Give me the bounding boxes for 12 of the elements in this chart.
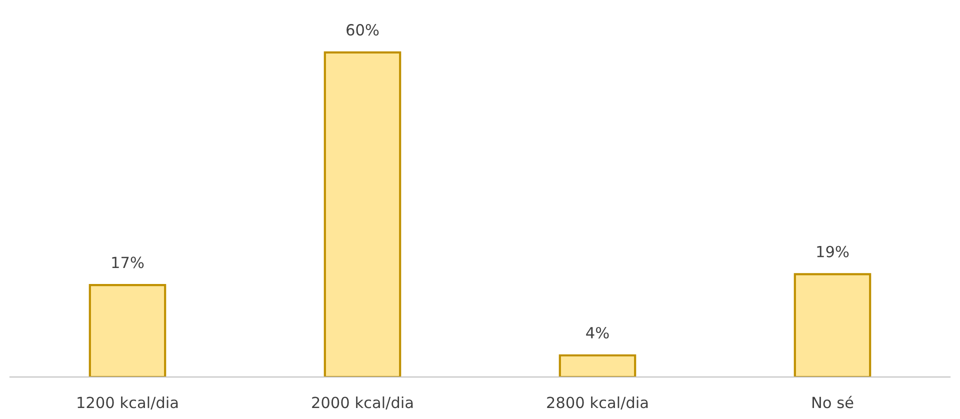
x-tick-label: 1200 kcal/dia xyxy=(78,396,178,410)
bar xyxy=(558,354,636,377)
x-tick-label: 2000 kcal/dia xyxy=(312,396,413,410)
x-tick-label: 2800 kcal/dia xyxy=(547,396,648,410)
x-tick-label: No sé xyxy=(812,396,854,408)
bar xyxy=(324,51,402,377)
data-label: 4% xyxy=(586,326,609,339)
data-label: 19% xyxy=(817,246,849,258)
bar xyxy=(794,273,872,377)
bar xyxy=(88,284,166,377)
data-label: 60% xyxy=(346,24,379,36)
data-label: 17% xyxy=(112,256,144,268)
